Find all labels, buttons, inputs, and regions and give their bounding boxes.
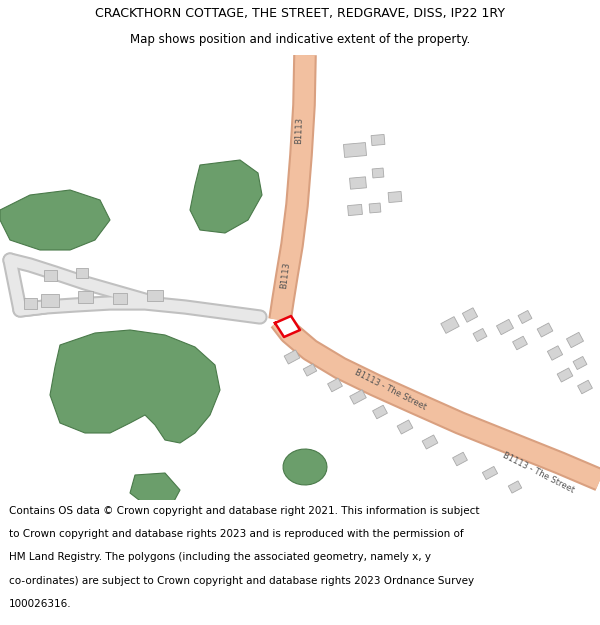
Polygon shape: [0, 190, 110, 250]
Text: to Crown copyright and database rights 2023 and is reproduced with the permissio: to Crown copyright and database rights 2…: [9, 529, 464, 539]
Text: B1113 - The Street: B1113 - The Street: [353, 368, 427, 412]
Bar: [372, 168, 384, 178]
Bar: [496, 319, 514, 335]
Bar: [537, 323, 553, 337]
Polygon shape: [283, 449, 327, 485]
Bar: [578, 380, 592, 394]
Bar: [397, 420, 413, 434]
Polygon shape: [130, 473, 180, 507]
Bar: [147, 289, 163, 301]
Bar: [347, 204, 362, 216]
Text: B1113 - The Street: B1113 - The Street: [501, 451, 575, 495]
Bar: [328, 378, 343, 392]
Bar: [284, 350, 300, 364]
Bar: [303, 364, 317, 376]
Bar: [473, 329, 487, 341]
Text: CRACKTHORN COTTAGE, THE STREET, REDGRAVE, DISS, IP22 1RY: CRACKTHORN COTTAGE, THE STREET, REDGRAVE…: [95, 8, 505, 20]
Bar: [44, 269, 56, 281]
Bar: [41, 294, 59, 306]
Text: B1113: B1113: [294, 116, 304, 144]
Text: Contains OS data © Crown copyright and database right 2021. This information is : Contains OS data © Crown copyright and d…: [9, 506, 479, 516]
Text: Map shows position and indicative extent of the property.: Map shows position and indicative extent…: [130, 33, 470, 46]
Bar: [547, 346, 563, 360]
Bar: [350, 390, 366, 404]
Bar: [343, 142, 367, 158]
Polygon shape: [275, 316, 300, 337]
Bar: [77, 291, 92, 303]
Bar: [482, 466, 497, 479]
Bar: [463, 308, 478, 322]
Bar: [518, 311, 532, 324]
Bar: [23, 298, 37, 309]
Bar: [373, 405, 388, 419]
Bar: [369, 203, 381, 213]
Bar: [452, 452, 467, 466]
Text: B1113: B1113: [279, 261, 291, 289]
Bar: [573, 356, 587, 369]
Bar: [441, 317, 459, 333]
Polygon shape: [190, 160, 262, 233]
Bar: [512, 336, 527, 350]
Text: co-ordinates) are subject to Crown copyright and database rights 2023 Ordnance S: co-ordinates) are subject to Crown copyr…: [9, 576, 474, 586]
Bar: [557, 368, 573, 382]
Bar: [76, 268, 88, 278]
Bar: [371, 134, 385, 146]
Text: HM Land Registry. The polygons (including the associated geometry, namely x, y: HM Land Registry. The polygons (includin…: [9, 552, 431, 562]
Bar: [388, 191, 402, 202]
Bar: [508, 481, 522, 493]
Bar: [422, 435, 438, 449]
Text: 100026316.: 100026316.: [9, 599, 71, 609]
Polygon shape: [50, 330, 220, 443]
Bar: [113, 292, 127, 304]
Bar: [566, 332, 584, 348]
Bar: [350, 177, 367, 189]
